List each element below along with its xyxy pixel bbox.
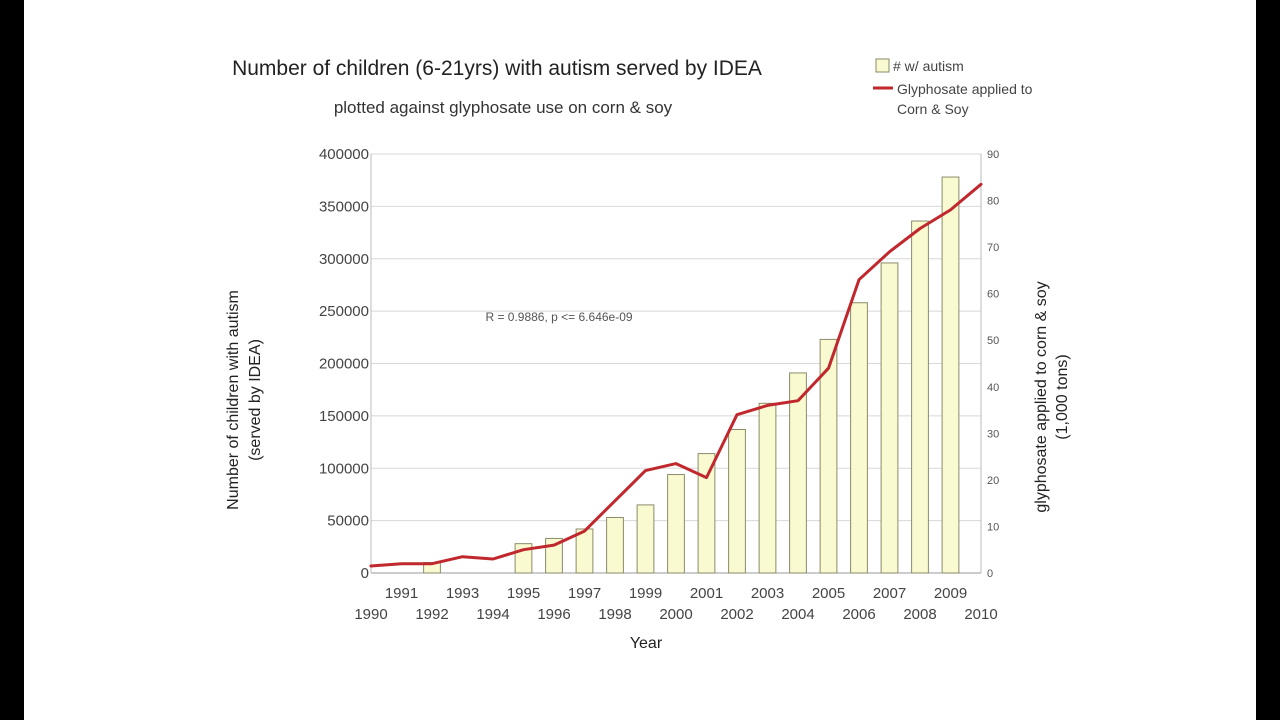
legend: # w/ autism Glyphosate applied to Corn &… (873, 58, 1033, 117)
right-tick-label: 80 (987, 196, 999, 208)
x-tick-label: 1991 (385, 585, 418, 602)
left-tick-label: 200000 (319, 356, 369, 373)
left-tick-label: 150000 (319, 408, 369, 425)
bar (789, 372, 807, 574)
x-tick-label: 2007 (873, 585, 906, 602)
left-tick-label: 400000 (319, 146, 369, 163)
bar (911, 220, 929, 574)
x-tick-label: 1994 (476, 606, 509, 623)
right-tick-label: 90 (987, 149, 999, 161)
correlation-annotation: R = 0.9886, p <= 6.646e-09 (485, 310, 632, 324)
bar (606, 516, 624, 574)
bar (758, 402, 777, 574)
x-tick-label: 2006 (842, 606, 875, 623)
bar (880, 262, 899, 574)
x-tick-label: 1995 (507, 585, 540, 602)
left-axis-title-line1: Number of children with autism (225, 290, 242, 510)
right-tick-label: 30 (987, 428, 999, 440)
right-tick-label: 20 (987, 475, 999, 487)
x-tick-label: 2001 (690, 585, 723, 602)
bar (697, 453, 716, 574)
bar (728, 428, 746, 574)
left-axis-title: Number of children with autism (served b… (225, 290, 264, 510)
left-tick-label: 350000 (319, 198, 369, 215)
x-axis-ticks: 1990 1991 1992 1993 1994 1995 1996 1997 1998 1999… (354, 585, 997, 623)
chart-title: Number of children (6-21yrs) with autism… (232, 57, 762, 80)
x-tick-label: 1996 (537, 606, 570, 623)
left-tick-label: 50000 (327, 513, 369, 530)
bar (667, 474, 685, 574)
right-tick-label: 60 (987, 289, 999, 301)
slide-background: Number of children (6-21yrs) with autism… (24, 0, 1256, 720)
gridlines (370, 153, 982, 574)
glyphosate-line (369, 182, 983, 568)
legend-swatch-bar (875, 58, 890, 73)
x-tick-label: 2004 (781, 606, 814, 623)
bar (941, 176, 960, 574)
bar (575, 528, 594, 574)
right-tick-label: 40 (987, 382, 999, 394)
x-tick-label: 2003 (751, 585, 784, 602)
bar-series (423, 176, 960, 574)
legend-label-autism: # w/ autism (893, 58, 964, 74)
right-tick-label: 70 (987, 242, 999, 254)
bar (636, 504, 655, 574)
x-tick-label: 1998 (598, 606, 631, 623)
left-tick-label: 300000 (319, 251, 369, 268)
x-tick-label: 2005 (812, 585, 845, 602)
left-tick-label: 100000 (319, 460, 369, 477)
line-series (369, 182, 983, 568)
x-tick-label: 1992 (415, 606, 448, 623)
bar (819, 338, 838, 574)
right-axis-title: glyphosate applied to corn & soy (1,000 … (1033, 281, 1071, 512)
right-axis-ticks: 0 10 20 30 40 50 60 70 80 90 (987, 149, 999, 580)
x-tick-label: 1990 (354, 606, 387, 623)
left-axis-ticks: 0 50000 100000 150000 200000 250000 300000 3500… (319, 146, 369, 582)
left-tick-label: 0 (361, 565, 369, 582)
left-tick-label: 250000 (319, 303, 369, 320)
left-axis-title-line2: (served by IDEA) (247, 339, 264, 461)
x-tick-label: 2002 (720, 606, 753, 623)
x-tick-label: 2000 (659, 606, 692, 623)
right-tick-label: 10 (987, 521, 999, 533)
chart: Number of children (6-21yrs) with autism… (225, 57, 1071, 652)
right-axis-title-line1: glyphosate applied to corn & soy (1033, 281, 1050, 512)
x-tick-label: 2010 (964, 606, 997, 623)
x-tick-label: 1993 (446, 585, 479, 602)
bar (850, 302, 868, 574)
right-axis-title-line2: (1,000 tons) (1054, 354, 1071, 439)
x-axis-title: Year (630, 635, 663, 652)
right-tick-label: 50 (987, 335, 999, 347)
right-tick-label: 0 (987, 568, 993, 580)
x-tick-label: 1999 (629, 585, 662, 602)
x-tick-label: 2008 (903, 606, 936, 623)
x-tick-label: 1997 (568, 585, 601, 602)
x-tick-label: 2009 (934, 585, 967, 602)
legend-label-glyphosate-line2: Corn & Soy (897, 101, 969, 117)
legend-label-glyphosate-line1: Glyphosate applied to (897, 81, 1033, 97)
chart-subtitle: plotted against glyphosate use on corn &… (334, 98, 673, 117)
